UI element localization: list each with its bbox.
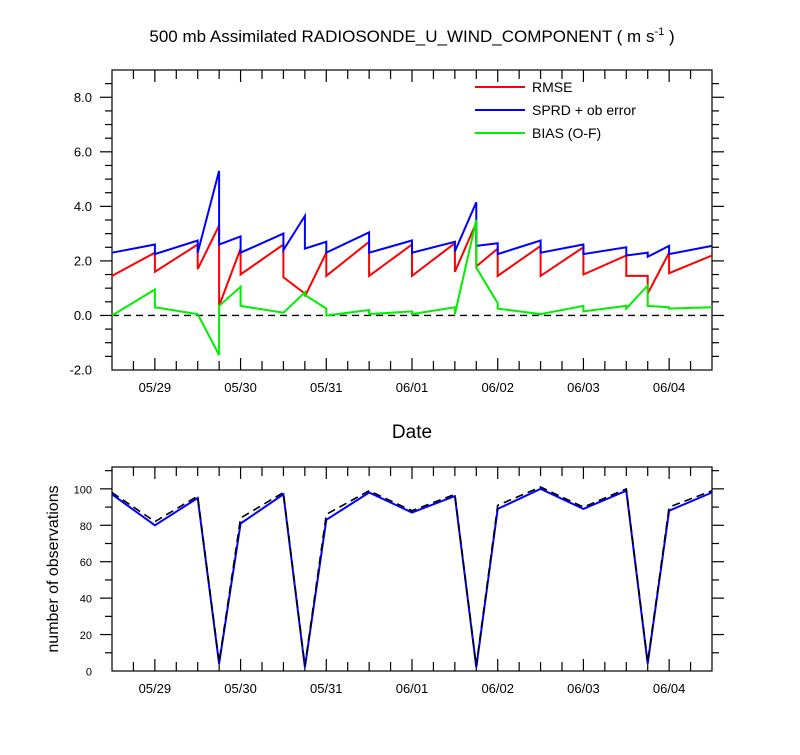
top-x-tick-label: 06/03 bbox=[567, 380, 600, 395]
bottom-x-tick-label: 06/03 bbox=[567, 681, 600, 696]
top-y-tick-label: 6.0 bbox=[74, 144, 92, 159]
bottom-y-tick-label: 60 bbox=[80, 557, 92, 569]
top-y-tick-label: -2.0 bbox=[70, 363, 92, 378]
top-x-tick-label: 06/02 bbox=[481, 380, 514, 395]
top-x-axis-label: Date bbox=[392, 422, 432, 443]
bottom-x-tick-label: 06/02 bbox=[481, 681, 514, 696]
top-y-tick-label: 4.0 bbox=[74, 199, 92, 214]
bottom-y-tick-label: 100 bbox=[74, 484, 92, 496]
bottom-y-tick-label: 0 bbox=[86, 667, 92, 679]
top-y-tick-label: 2.0 bbox=[74, 253, 92, 268]
bottom-panel: 05/29 05/30 05/31 06/01 06/02 06/03 06/04 0 20 40… bbox=[45, 466, 724, 696]
top-x-tick-label: 05/29 bbox=[139, 380, 172, 395]
chart-title: 500 mb Assimilated RADIOSONDE_U_WIND_COM… bbox=[149, 26, 674, 46]
top-x-tick-label: 05/31 bbox=[310, 380, 343, 395]
bottom-y-tick-label: 40 bbox=[80, 594, 92, 606]
top-y-tick-label: 0.0 bbox=[74, 308, 92, 323]
bottom-x-tick-label: 05/31 bbox=[310, 681, 343, 696]
top-x-tick-label: 06/04 bbox=[653, 380, 686, 395]
legend-label: RMSE bbox=[532, 79, 572, 95]
top-x-tick-label: 05/30 bbox=[224, 380, 257, 395]
bottom-series-observations-used bbox=[111, 487, 713, 668]
top-x-tick-label: 06/01 bbox=[396, 380, 429, 395]
bottom-x-tick-label: 05/30 bbox=[224, 681, 257, 696]
bottom-series-observations-possible bbox=[111, 486, 713, 666]
bottom-x-tick-label: 06/04 bbox=[653, 681, 686, 696]
legend-label: BIAS (O-F) bbox=[532, 125, 601, 141]
bottom-plot-frame bbox=[111, 466, 713, 672]
top-y-tick-label: 8.0 bbox=[74, 90, 92, 105]
top-series-bias-o-f bbox=[111, 219, 713, 356]
top-legend: RMSE SPRD + ob error BIAS (O-F) bbox=[475, 79, 636, 141]
bottom-x-tick-label: 06/01 bbox=[396, 681, 429, 696]
bottom-x-tick-label: 05/29 bbox=[139, 681, 172, 696]
top-panel: 05/29 05/30 05/31 06/01 06/02 06/03 06/04 -2.0 0… bbox=[70, 69, 724, 443]
top-series-sprd-ob-error bbox=[111, 170, 713, 259]
bottom-y-axis-label: number of observations bbox=[45, 485, 62, 652]
bottom-y-tick-label: 80 bbox=[80, 521, 92, 533]
legend-label: SPRD + ob error bbox=[532, 102, 636, 118]
top-series-rmse bbox=[111, 222, 713, 307]
bottom-y-tick-label: 20 bbox=[80, 630, 92, 642]
